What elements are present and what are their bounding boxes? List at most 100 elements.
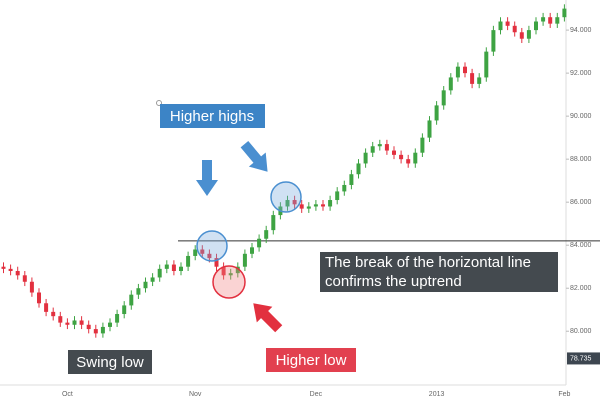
candle-body xyxy=(392,150,396,155)
candle-body xyxy=(328,200,333,207)
last-price-label: 78.735 xyxy=(570,355,592,362)
highlight-circle xyxy=(196,230,228,262)
candle-body xyxy=(228,273,233,276)
y-tick-label: 94.000 xyxy=(570,27,592,34)
candle-body xyxy=(313,204,318,207)
last-price-box xyxy=(567,352,600,365)
candle-body xyxy=(498,21,503,31)
candle-body xyxy=(15,271,20,276)
candle-body xyxy=(150,277,155,282)
candle-body xyxy=(157,268,162,278)
candle-body xyxy=(434,105,439,121)
x-tick-label: Feb xyxy=(558,391,570,398)
candle-body xyxy=(207,253,212,259)
candle-body xyxy=(349,174,354,185)
candle-body xyxy=(164,264,169,269)
annotation-box xyxy=(266,348,356,372)
candle-body xyxy=(420,137,425,153)
candle-body xyxy=(534,21,538,31)
candle-body xyxy=(384,144,389,151)
x-tick-label: 2013 xyxy=(429,391,445,398)
candle-body xyxy=(448,77,453,91)
candle-body xyxy=(79,320,84,325)
y-tick-label: 90.000 xyxy=(570,113,592,120)
candle-body xyxy=(235,266,240,274)
candle-body xyxy=(477,77,482,84)
y-tick-label: 80.000 xyxy=(570,328,592,335)
candle-body xyxy=(356,163,361,175)
candle-body xyxy=(72,320,77,325)
candle-body xyxy=(8,268,13,272)
candle-body xyxy=(505,21,510,26)
candle-body xyxy=(143,281,148,289)
candle-body xyxy=(93,329,98,334)
candle-body xyxy=(321,204,325,207)
candle-body xyxy=(526,30,531,39)
y-tick-label: 88.000 xyxy=(570,156,592,163)
annotation-text: Higher highs xyxy=(170,108,254,125)
candle-body xyxy=(37,292,41,304)
candle-body xyxy=(413,152,418,164)
highlight-circle xyxy=(270,181,302,213)
arrow xyxy=(253,303,283,333)
candle-body xyxy=(193,249,198,256)
candle-body xyxy=(51,311,56,317)
candle-body xyxy=(44,303,49,312)
candle-body xyxy=(299,204,304,209)
candle-body xyxy=(179,266,183,272)
x-tick-label: Oct xyxy=(62,391,73,398)
candle-body xyxy=(136,288,141,295)
candle-body xyxy=(484,51,489,78)
x-tick-label: Dec xyxy=(310,391,323,398)
candle-body xyxy=(257,238,262,248)
candle-body xyxy=(22,275,27,282)
candle-body xyxy=(441,90,446,106)
candle-body xyxy=(29,281,34,293)
candle-body xyxy=(399,154,404,160)
y-tick-label: 84.000 xyxy=(570,242,592,249)
candle-body xyxy=(562,8,567,18)
arrow xyxy=(240,140,268,172)
annotation-text: Higher low xyxy=(276,352,347,369)
candle-body xyxy=(122,305,127,315)
candle-body xyxy=(406,159,411,164)
arrow xyxy=(196,160,218,196)
candle-body xyxy=(108,322,112,327)
candle-body xyxy=(377,144,382,147)
annotation-text: The break of the horizontal line xyxy=(325,254,531,271)
candle-body xyxy=(86,324,91,330)
candle-body xyxy=(548,17,553,24)
candle-body xyxy=(186,255,191,267)
candle-body xyxy=(455,66,460,78)
candle-body xyxy=(65,322,70,325)
annotation-text: confirms the uptrend xyxy=(325,273,462,290)
candle-body xyxy=(512,25,517,33)
candle-body xyxy=(1,266,6,269)
annotation-text: Swing low xyxy=(76,354,144,371)
candle-body xyxy=(285,200,290,207)
annotation-box xyxy=(68,350,152,374)
candle-body xyxy=(427,120,432,138)
y-tick-label: 82.000 xyxy=(570,285,592,292)
candle-body xyxy=(519,32,524,39)
annotation-box xyxy=(160,104,265,128)
candle-body xyxy=(271,215,276,231)
x-tick-label: Nov xyxy=(189,391,202,398)
candle-body xyxy=(58,316,63,323)
candle-body xyxy=(491,30,496,52)
candle-body xyxy=(171,264,176,272)
candle-body xyxy=(363,152,368,164)
candles xyxy=(1,4,567,338)
candle-body xyxy=(250,247,254,254)
candle-body xyxy=(335,191,340,201)
candle-body xyxy=(115,314,120,323)
candle-body xyxy=(100,326,105,334)
candle-body xyxy=(200,249,205,254)
annotation-box xyxy=(320,252,558,292)
highlight-circle xyxy=(212,265,246,299)
candle-body xyxy=(242,253,247,267)
y-tick-label: 86.000 xyxy=(570,199,592,206)
